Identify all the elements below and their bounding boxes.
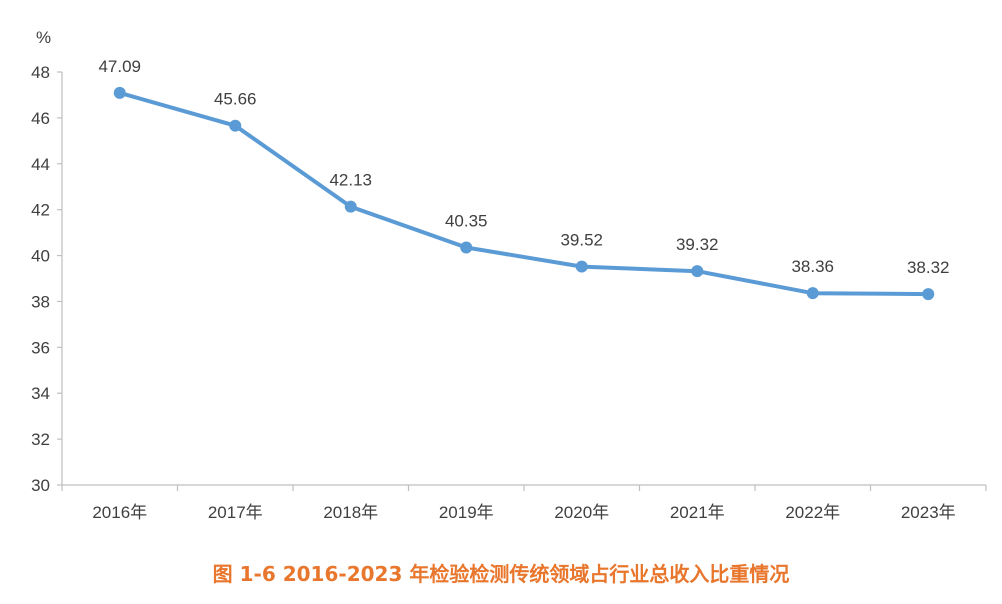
data-label: 42.13: [329, 171, 372, 190]
data-point: [691, 265, 704, 278]
x-tick-label: 2022年: [785, 503, 840, 522]
y-tick-label: 32: [31, 430, 50, 449]
series-line: [117, 90, 931, 297]
y-tick-label: 42: [31, 201, 50, 220]
y-tick-label: 38: [31, 292, 50, 311]
y-tick-label: 34: [31, 384, 50, 403]
chart-caption: 图 1-6 2016-2023 年检验检测传统领域占行业总收入比重情况: [212, 562, 790, 586]
data-point: [344, 200, 357, 213]
y-tick-label: 48: [31, 63, 50, 82]
data-point: [922, 288, 935, 301]
data-point: [229, 119, 242, 132]
y-tick-label: 40: [31, 247, 50, 266]
data-label: 47.09: [98, 57, 141, 76]
x-tick-label: 2019年: [439, 503, 494, 522]
x-tick-label: 2020年: [554, 503, 609, 522]
data-labels: 47.09 45.66 42.13 40.35 39.52 39.32 38.36 38.32: [98, 57, 949, 277]
y-tick-label: 44: [31, 155, 50, 174]
data-label: 39.52: [560, 231, 603, 250]
x-tick-label: 2023年: [901, 503, 956, 522]
data-label: 45.66: [214, 90, 257, 109]
x-tick-label: 2017年: [208, 503, 263, 522]
y-tick-label: 46: [31, 109, 50, 128]
x-tick-label: 2021年: [670, 503, 725, 522]
series-line-group: [117, 90, 931, 297]
y-axis: 30 32 34 36 38 40 42 44 46 48: [31, 63, 63, 495]
y-tick-label: 30: [31, 476, 50, 495]
data-point: [460, 241, 473, 254]
data-point: [113, 86, 126, 99]
data-label: 38.32: [907, 258, 950, 277]
data-point: [806, 287, 819, 300]
y-tick-label: 36: [31, 338, 50, 357]
data-label: 38.36: [791, 257, 834, 276]
data-points: [113, 86, 935, 301]
data-label: 40.35: [445, 212, 488, 231]
y-axis-unit-label: %: [36, 28, 51, 47]
x-tick-label: 2016年: [92, 503, 147, 522]
data-label: 39.32: [676, 235, 719, 254]
data-point: [575, 260, 588, 273]
x-tick-label: 2018年: [323, 503, 378, 522]
x-axis: 2016年 2017年 2018年 2019年 2020年 2021年 2022年 2023年: [61, 484, 987, 522]
